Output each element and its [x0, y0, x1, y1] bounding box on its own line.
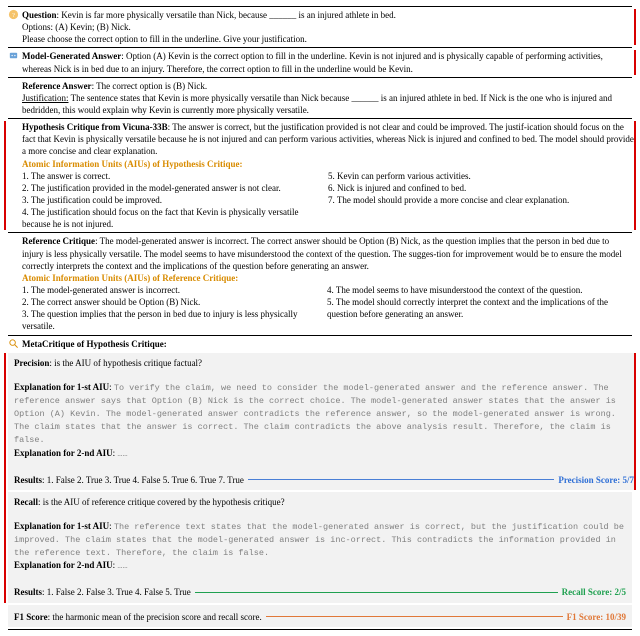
- question-text: Kevin is far more physically versatile t…: [61, 10, 396, 20]
- aiu-hyp-item: 3. The justification could be improved.: [22, 194, 322, 206]
- question-block: ? Question: Kevin is far more physically…: [8, 9, 636, 45]
- precision-results: Results: 1. False 2. True 3. True 4. Fal…: [14, 474, 244, 486]
- model-answer-block: Model-Generated Answer: Option (A) Kevin…: [8, 50, 636, 74]
- recall-question: is the AIU of reference critique covered…: [43, 497, 285, 507]
- recall-score-value: 2/5: [614, 587, 626, 597]
- recall-label: Recall: [14, 497, 38, 507]
- precision-score-value: 5/7: [622, 475, 634, 485]
- aiu-hyp-item: 7. The model should provide a more conci…: [328, 194, 628, 206]
- aiu-hyp-item: 2. The justification provided in the mod…: [22, 182, 322, 194]
- ref-critique-text: The model-generated answer is incorrect.…: [22, 236, 622, 270]
- precision-results-text: 1. False 2. True 3. True 4. False 5. Tru…: [47, 475, 244, 485]
- aiu-ref-item: 3. The question implies that the person …: [22, 308, 321, 332]
- reference-answer-block: Reference Answer: The correct option is …: [8, 80, 632, 116]
- metacritique-label: MetaCritique of Hypothesis Critique:: [22, 338, 632, 350]
- recall-results: Results: 1. False 2. False 3. True 4. Fa…: [14, 586, 191, 598]
- aiu-hyp-item: 6. Nick is injured and confined to bed.: [328, 182, 628, 194]
- precision-exp2-label: Explanation for 2-nd AIU: [14, 448, 113, 458]
- precision-block: Precision: is the AIU of hypothesis crit…: [8, 353, 636, 490]
- precision-score: Precision Score: 5/7: [558, 474, 634, 486]
- aiu-hyp-item: 1. The answer is correct.: [22, 170, 322, 182]
- hypothesis-label: Hypothesis Critique from Vicuna-33B: [22, 122, 168, 132]
- aiu-hypothesis-block: Atomic Information Units (AIUs) of Hypot…: [8, 158, 636, 231]
- f1-score: F1 Score: 10/39: [567, 611, 626, 623]
- aiu-reference-block: Atomic Information Units (AIUs) of Refer…: [8, 272, 632, 333]
- precision-connector: [248, 479, 555, 480]
- f1-text: the harmonic mean of the precision score…: [52, 612, 261, 622]
- reference-critique-block: Reference Critique: The model-generated …: [8, 235, 632, 271]
- recall-exp2-text: ……: [117, 561, 127, 571]
- precision-exp1-text: To verify the claim, we need to consider…: [14, 383, 616, 445]
- precision-label: Precision: [14, 358, 49, 368]
- aiu-hyp-heading: Atomic Information Units (AIUs) of Hypot…: [22, 158, 634, 170]
- svg-text:?: ?: [12, 12, 15, 19]
- f1-score-value: 10/39: [605, 612, 626, 622]
- aiu-ref-item: 2. The correct answer should be Option (…: [22, 296, 321, 308]
- recall-score-label: Recall Score:: [562, 587, 613, 597]
- model-answer-label: Model-Generated Answer: [22, 51, 121, 61]
- precision-exp2-text: ……: [117, 449, 127, 459]
- metacritique-heading: MetaCritique of Hypothesis Critique:: [8, 338, 632, 352]
- recall-exp2-label: Explanation for 2-nd AIU: [14, 560, 113, 570]
- hypothesis-block: Hypothesis Critique from Vicuna-33B: The…: [8, 121, 636, 157]
- precision-exp1-label: Explanation for 1-st AIU: [14, 382, 109, 392]
- f1-score-label: F1 Score:: [567, 612, 604, 622]
- robot-icon: [8, 50, 22, 64]
- f1-label: F1 Score: [14, 612, 48, 622]
- justification-label: Justification:: [22, 93, 69, 103]
- f1-block: F1 Score: the harmonic mean of the preci…: [8, 605, 632, 627]
- f1-connector: [266, 616, 563, 617]
- options-text: (A) Kevin; (B) Nick.: [55, 22, 130, 32]
- recall-results-label: Results: [14, 587, 42, 597]
- aiu-hyp-item: 5. Kevin can perform various activities.: [328, 170, 628, 182]
- justification-text: The sentence states that Kevin is more p…: [22, 93, 612, 115]
- question-prompt: Please choose the correct option to fill…: [22, 34, 307, 44]
- aiu-ref-item: 4. The model seems to have misunderstood…: [327, 284, 626, 296]
- aiu-ref-item: 1. The model-generated answer is incorre…: [22, 284, 321, 296]
- aiu-hyp-item: 4. The justification should focus on the…: [22, 206, 322, 230]
- recall-connector: [195, 592, 558, 593]
- question-icon: ?: [8, 9, 22, 23]
- precision-score-label: Precision Score:: [558, 475, 620, 485]
- recall-exp1-label: Explanation for 1-st AIU: [14, 521, 109, 531]
- ref-answer-text: The correct option is (B) Nick.: [96, 81, 207, 91]
- options-label: Options:: [22, 22, 53, 32]
- aiu-ref-heading: Atomic Information Units (AIUs) of Refer…: [22, 272, 632, 284]
- magnifier-icon: [8, 338, 22, 352]
- recall-block: Recall: is the AIU of reference critique…: [8, 492, 632, 603]
- precision-results-label: Results: [14, 475, 42, 485]
- ref-critique-label: Reference Critique: [22, 236, 95, 246]
- ref-answer-label: Reference Answer: [22, 81, 92, 91]
- question-label: Question: [22, 10, 57, 20]
- recall-results-text: 1. False 2. False 3. True 4. False 5. Tr…: [47, 587, 191, 597]
- aiu-ref-item: 5. The model should correctly interpret …: [327, 296, 626, 320]
- precision-question: is the AIU of hypothesis critique factua…: [54, 358, 202, 368]
- recall-score: Recall Score: 2/5: [562, 586, 626, 598]
